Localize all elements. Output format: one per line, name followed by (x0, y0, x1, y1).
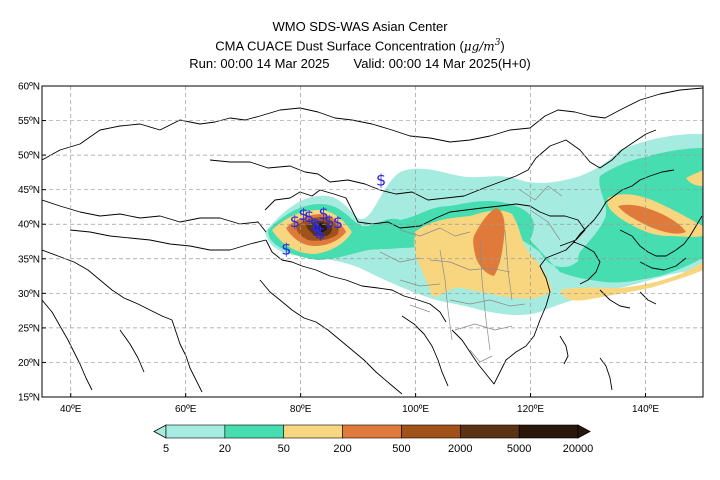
colorbar-level-label: 5000 (507, 443, 531, 455)
lat-tick-label: 50ºN (18, 151, 40, 162)
station-marker: $ (312, 221, 322, 240)
station-markers: $$$$$$$$$$$$ (281, 170, 386, 258)
station-marker: $ (290, 212, 300, 231)
station-marker: $ (316, 224, 326, 243)
title-product-close: ) (500, 38, 505, 54)
colorbar-segment (165, 424, 226, 439)
colorbar-segment (224, 424, 285, 439)
lat-tick-label: 40ºN (18, 220, 40, 231)
valid-time-label: Valid: 00:00 14 Mar 2025(H+0) (353, 56, 531, 72)
colorbar-level-label: 500 (392, 443, 410, 455)
colorbar-level-label: 50 (278, 443, 290, 455)
lon-tick-label: 140ºE (632, 404, 659, 415)
lat-tick-label: 55ºN (18, 116, 40, 127)
colorbar-lower-extend (153, 424, 167, 439)
lon-tick-label: 80ºE (290, 404, 312, 415)
colorbar-segment (283, 424, 343, 439)
station-marker: $ (333, 213, 343, 232)
station-marker: $ (281, 239, 291, 258)
colorbar: 5 20 50 200 500 2000 5000 20000 (153, 424, 594, 455)
colorbar-level-label: 200 (333, 443, 351, 455)
title-product-text: CMA CUACE Dust Surface Concentration ( (215, 38, 464, 54)
lat-tick-label: 25ºN (18, 323, 40, 334)
title-units: μg/m (463, 39, 495, 54)
lat-tick-label: 45ºN (18, 185, 40, 196)
station-marker: $ (324, 212, 334, 231)
lat-tick-label: 30ºN (18, 289, 40, 300)
station-marker: $ (319, 204, 329, 223)
station-marker: $ (313, 217, 323, 236)
title-run-valid: Run: 00:00 14 Mar 2025 Valid: 00:00 14 Ma… (0, 55, 720, 72)
lon-tick-label: 60ºE (175, 404, 197, 415)
title-center-name: WMO SDS-WAS Asian Center (272, 19, 448, 34)
lon-tick-label: 40ºE (60, 404, 82, 415)
dust-band-200-east (618, 204, 686, 234)
lon-tick-label: 120ºE (517, 404, 544, 415)
colorbar-upper-extend (577, 424, 591, 439)
dust-band-50-sea (560, 262, 703, 301)
dust-band-50-northeast (686, 170, 703, 186)
axis-ticks: 60ºN 55ºN 50ºN 45ºN 40ºN 35ºN 30ºN 25ºN 20ºN 15ºN… (18, 82, 659, 416)
lon-tick-label: 100ºE (402, 404, 429, 415)
colorbar-segment (459, 424, 520, 439)
map-frame (41, 85, 704, 398)
lat-tick-label: 15ºN (18, 393, 40, 404)
station-marker: $ (376, 170, 386, 189)
station-marker: $ (304, 207, 314, 226)
lat-tick-label: 20ºN (18, 358, 40, 369)
internal-borders (379, 185, 563, 363)
station-marker: $ (298, 205, 308, 224)
station-marker: $ (310, 215, 320, 234)
graticule (42, 86, 703, 397)
colorbar-segment (401, 424, 461, 439)
run-time-label: Run: 00:00 14 Mar 2025 (189, 56, 330, 72)
lat-tick-label: 35ºN (18, 254, 40, 265)
dust-band-5000 (314, 223, 328, 233)
colorbar-level-label: 2000 (448, 443, 472, 455)
title-product: CMA CUACE Dust Surface Concentration (μg… (0, 35, 720, 55)
colorbar-segment (342, 424, 402, 439)
colorbar-level-label: 5 (163, 443, 169, 455)
lat-tick-label: 60ºN (18, 82, 40, 93)
title-block: WMO SDS-WAS Asian Center CMA CUACE Dust … (0, 18, 720, 72)
colorbar-segment (518, 424, 579, 439)
colorbar-level-label: 20 (219, 443, 231, 455)
colorbar-level-label: 20000 (563, 443, 594, 455)
title-units-exponent: 3 (494, 38, 501, 48)
